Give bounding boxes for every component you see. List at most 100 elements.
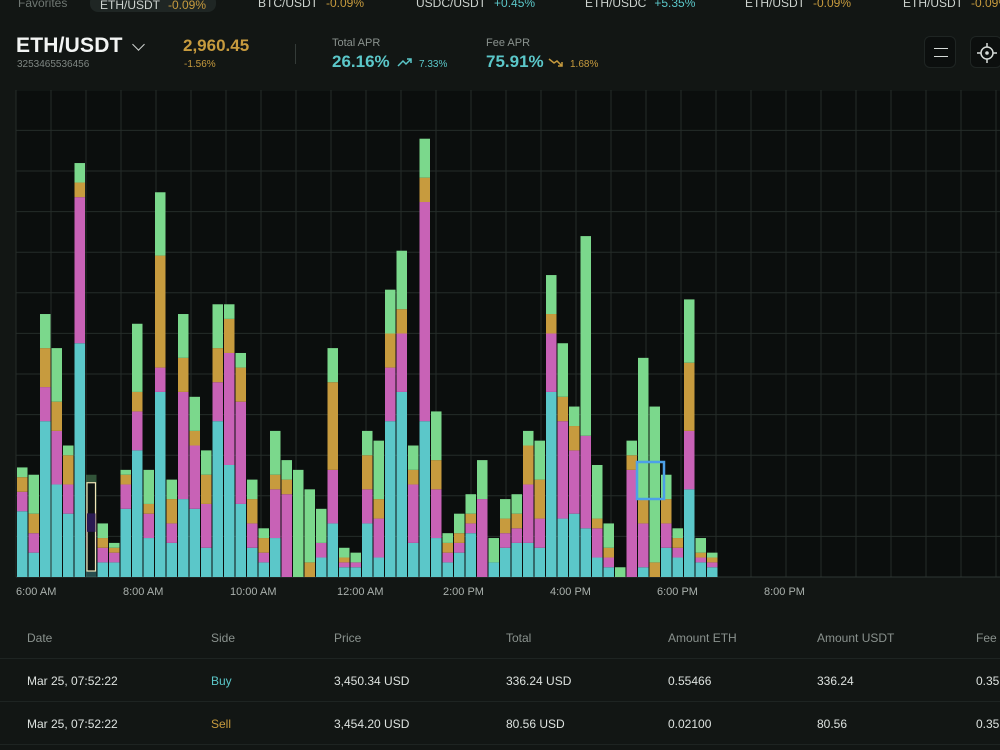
bar-segment-magenta (603, 557, 614, 568)
bar-segment-gold (339, 557, 350, 563)
bar-segment-teal (408, 542, 419, 577)
bar-segment-magenta (155, 367, 166, 392)
bar-segment-gold (109, 547, 120, 553)
bar-segment-green (40, 314, 51, 349)
bar-segment-magenta (511, 528, 522, 543)
bar-segment-gold (603, 547, 614, 558)
bar-segment-magenta (40, 387, 51, 422)
bar-segment-green (477, 460, 488, 500)
bar-segment-gold (51, 401, 62, 431)
bar-segment-magenta (592, 528, 603, 558)
bar-segment-magenta (258, 552, 269, 563)
bar-segment-teal (270, 538, 281, 577)
bar-segment-green (270, 430, 281, 475)
bar-segment-gold (304, 562, 315, 577)
ticker-change: +5.35% (654, 0, 696, 10)
pair-selector[interactable]: ETH/USDT (16, 34, 123, 57)
volume-chart[interactable]: 6:00 AM 8:00 AM 10:00 AM 12:00 AM 2:00 PM 4:0… (0, 90, 1000, 600)
bar-segment-green (603, 523, 614, 548)
bar-segment-gold (247, 499, 258, 524)
bar-segment-gold (178, 357, 189, 392)
ticker-item-eth-usdc[interactable]: ETH/USDC +5.35% (585, 0, 695, 10)
bar-segment-green (431, 411, 442, 461)
ticker-item-eth-usdt-2[interactable]: ETH/USDT -0.09% (745, 0, 851, 10)
chevron-down-icon[interactable] (132, 38, 145, 51)
bar-segment-gold (396, 309, 407, 334)
table-row[interactable]: Mar 25, 07:52:22 Buy 3,450.34 USD 336.24… (0, 659, 1000, 702)
bar-segment-teal (97, 562, 108, 577)
col-fee[interactable]: Fee (976, 631, 997, 645)
last-price: 2,960.45 (183, 36, 250, 55)
menu-button[interactable] (924, 36, 956, 68)
bar-segment-green (408, 445, 419, 470)
bar-segment-teal (189, 508, 200, 577)
bar-segment-teal (235, 503, 246, 577)
ticker-item-btc-usdt[interactable]: BTC/USDT -0.09% (258, 0, 364, 10)
col-price[interactable]: Price (334, 631, 362, 645)
bar-segment-teal (316, 557, 327, 577)
volume-chart-svg[interactable]: 6:00 AM 8:00 AM 10:00 AM 12:00 AM 2:00 PM 4:0… (0, 90, 1000, 600)
col-side[interactable]: Side (211, 631, 236, 645)
bar-segment-teal (592, 557, 603, 577)
col-date[interactable]: Date (27, 631, 53, 645)
bar-segment-green (212, 304, 223, 349)
bar-segment-teal (603, 567, 614, 577)
cell-fee: 0.35 (976, 674, 1000, 688)
bar-segment-green (258, 528, 269, 539)
favorites-ticker: Favorites ETH/USDT -0.09% BTC/USDT -0.09% … (0, 0, 1000, 14)
bar-segment-teal (327, 523, 338, 577)
ticker-change: -0.09% (971, 0, 1000, 10)
ticker-item-usdc-usdt[interactable]: USDC/USDT +0.45% (416, 0, 535, 10)
bar-segment-green (120, 469, 131, 475)
header-divider (295, 44, 296, 64)
cell-date: Mar 25, 07:52:22 (27, 674, 118, 688)
fee-apr-value: 75.91% (486, 52, 544, 71)
bar-segment-magenta (557, 421, 568, 519)
bar-segment-gold (695, 552, 706, 558)
bar-segment-magenta (339, 562, 350, 568)
bar-segment-gold (201, 474, 212, 504)
col-amount-eth[interactable]: Amount ETH (668, 631, 737, 645)
bar-segment-gold (132, 391, 143, 412)
bar-segment-gold (385, 333, 396, 368)
bar-segment-green (592, 464, 603, 519)
ticker-item-eth-usdt-3[interactable]: ETH/USDT -0.09% (903, 0, 1000, 10)
bar-segment-green (166, 479, 177, 500)
bar-segment-green (638, 357, 649, 500)
bar-segment-green (557, 343, 568, 397)
bar-segment-green (109, 542, 120, 548)
bar-segment-gold (74, 182, 85, 198)
bar-segment-gold (569, 426, 580, 451)
table-row[interactable]: Mar 25, 07:52:22 Sell 3,454.20 USD 80.56… (0, 702, 1000, 745)
ticker-item-eth-usdt[interactable]: ETH/USDT -0.09% (90, 0, 217, 12)
bar-segment-teal (431, 538, 442, 577)
bar-segment-gold (166, 499, 177, 524)
bar-segment-green (500, 499, 511, 519)
bar-segment-magenta (51, 430, 62, 485)
col-total[interactable]: Total (506, 631, 532, 645)
bar-segment-magenta (63, 484, 74, 514)
bar-segment-gold (442, 542, 453, 553)
bar-segment-gold (546, 314, 557, 334)
x-tick-label: 8:00 AM (123, 586, 163, 598)
bar-segment-gold (120, 474, 131, 485)
cell-amount-usdt: 336.24 (817, 674, 854, 688)
bar-segment-green (362, 430, 373, 456)
bar-segment-gold (28, 513, 39, 534)
bar-segment-magenta (707, 562, 718, 568)
crosshair-button[interactable] (970, 36, 1000, 68)
fee-apr-label: Fee APR (486, 37, 531, 49)
fee-apr-change: 1.68% (570, 59, 599, 70)
bar-segment-magenta (120, 484, 131, 509)
bar-segment-magenta (212, 382, 223, 422)
bar-segment-gold (500, 518, 511, 534)
bar-segment-magenta (373, 518, 384, 558)
bar-segment-magenta (626, 469, 637, 577)
col-amount-usdt[interactable]: Amount USDT (817, 631, 895, 645)
cell-side: Buy (211, 674, 232, 688)
bar-segment-green (143, 469, 154, 504)
bar-segment-teal (17, 511, 28, 577)
bar-segment-gold (281, 479, 292, 495)
bar-segment-magenta (638, 523, 649, 568)
bar-segment-green (293, 469, 304, 577)
